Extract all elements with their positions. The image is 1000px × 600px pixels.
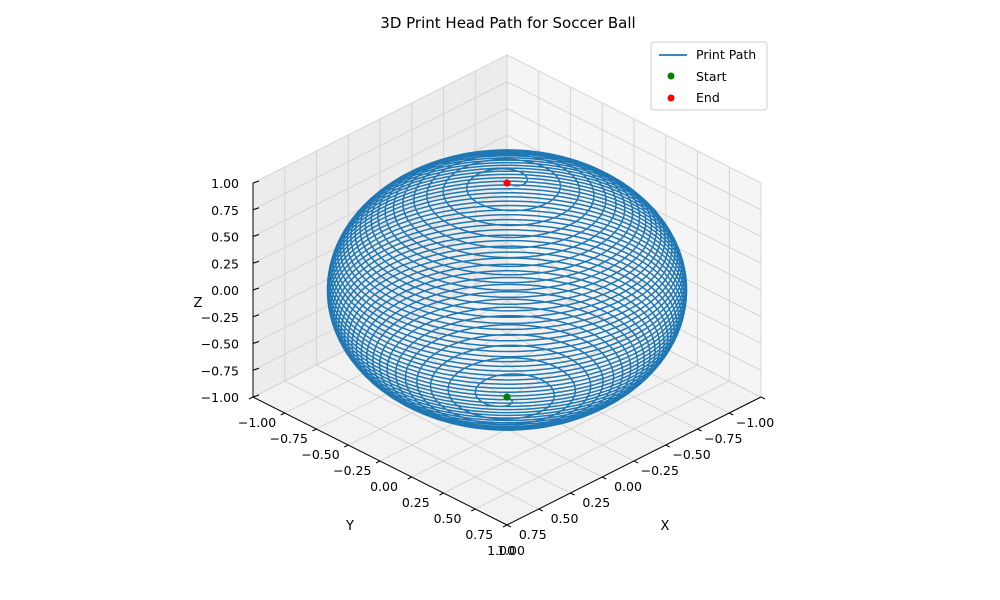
x-tick-label-3: −0.25 <box>333 463 371 478</box>
y-tick-label-5: 0.25 <box>582 495 610 510</box>
z-tick-label-3: −0.25 <box>201 310 239 325</box>
y-tick-6 <box>570 492 575 496</box>
x-tick-5 <box>407 476 412 480</box>
plot-series <box>326 149 688 431</box>
x-tick-label-5: 0.25 <box>402 495 430 510</box>
z-gridline-0 <box>252 268 762 398</box>
z-tick-1 <box>252 367 260 371</box>
legend-print-path-label: Print Path <box>696 47 756 62</box>
z-gridline-7 <box>252 81 762 211</box>
z-tick-5 <box>252 260 260 264</box>
y-tick-label-7: 0.75 <box>519 527 547 542</box>
y-axis-label: Y <box>345 519 354 534</box>
x-tick-label-0: −1.00 <box>238 415 276 430</box>
z-tick-6 <box>252 234 260 237</box>
z-tick-2 <box>252 341 260 344</box>
end-point <box>503 179 511 187</box>
z-tick-0 <box>252 394 260 398</box>
tick-labels: −1.00 −1.00−1.00−0.75 −0.75−0.75−0.50 −0.50… <box>201 176 775 558</box>
y-tick-1 <box>729 412 734 416</box>
y-tick-label-8: 1.00 <box>487 543 515 558</box>
x-axis-label: X <box>661 519 670 534</box>
z-tick-3 <box>252 314 260 318</box>
y-tick-label-4: 0.00 <box>614 479 642 494</box>
y-tick-label-6: 0.50 <box>551 511 579 526</box>
start-point <box>503 393 511 401</box>
z-tick-7 <box>252 207 260 211</box>
z-gridline-8 <box>252 54 762 184</box>
y-tick-2 <box>697 428 702 432</box>
y-gridline-6 <box>316 151 571 494</box>
y-gridline-7 <box>284 167 540 510</box>
y-tick-5 <box>602 476 607 480</box>
z-tick-label-1: −0.75 <box>201 363 239 378</box>
z-tick-label-5: 0.25 <box>211 256 239 271</box>
z-gridline-6 <box>252 107 762 237</box>
y-tick-3 <box>665 444 670 448</box>
x-tick-label-6: 0.50 <box>434 511 462 526</box>
x-gridline-7 <box>475 167 730 510</box>
series-print-path <box>326 149 688 431</box>
z-tick-4 <box>252 287 260 291</box>
y-tick-0 <box>760 396 766 400</box>
x-tick-label-2: −0.50 <box>301 447 339 462</box>
z-gridline-5 <box>252 134 762 264</box>
legend-end-label: End <box>696 90 720 105</box>
z-tick-8 <box>252 180 260 184</box>
legend-end-marker <box>667 94 675 102</box>
x-tick-label-7: 0.75 <box>465 527 493 542</box>
y-tick-4 <box>633 460 639 464</box>
z-tick-label-2: −0.50 <box>201 337 239 352</box>
z-tick-label-0: −1.00 <box>201 390 239 405</box>
chart-title: 3D Print Head Path for Soccer Ball <box>380 14 635 32</box>
x-tick-label-4: 0.00 <box>370 479 398 494</box>
y-tick-label-3: −0.25 <box>641 463 679 478</box>
x-tick-2 <box>312 428 317 432</box>
x-tick-label-1: −0.75 <box>270 431 308 446</box>
y-tick-label-0: −1.00 <box>736 415 774 430</box>
z-tick-label-7: 0.75 <box>211 203 239 218</box>
x-tick-6 <box>439 492 444 496</box>
x-tick-8 <box>502 524 508 528</box>
legend-start-label: Start <box>696 69 727 84</box>
y-tick-7 <box>538 508 543 512</box>
z-tick-label-6: 0.50 <box>211 230 239 245</box>
x-tick-3 <box>344 444 349 448</box>
x-tick-4 <box>375 460 381 464</box>
y-tick-label-1: −0.75 <box>704 431 742 446</box>
legend: Print Path Start End <box>650 41 768 111</box>
y-tick-label-2: −0.50 <box>672 447 710 462</box>
z-tick-label-4: 0.00 <box>211 283 239 298</box>
legend-start-marker <box>667 72 675 80</box>
legend-box <box>650 41 768 111</box>
x-tick-1 <box>280 412 285 416</box>
x-gridline-6 <box>443 151 698 494</box>
z-axis-label: Z <box>194 296 203 311</box>
z-tick-label-8: 1.00 <box>211 176 239 191</box>
x-tick-label-8: 1.00 <box>497 543 525 558</box>
x-tick-7 <box>471 508 476 512</box>
y-tick-8 <box>506 524 512 528</box>
x-tick-0 <box>248 396 254 400</box>
